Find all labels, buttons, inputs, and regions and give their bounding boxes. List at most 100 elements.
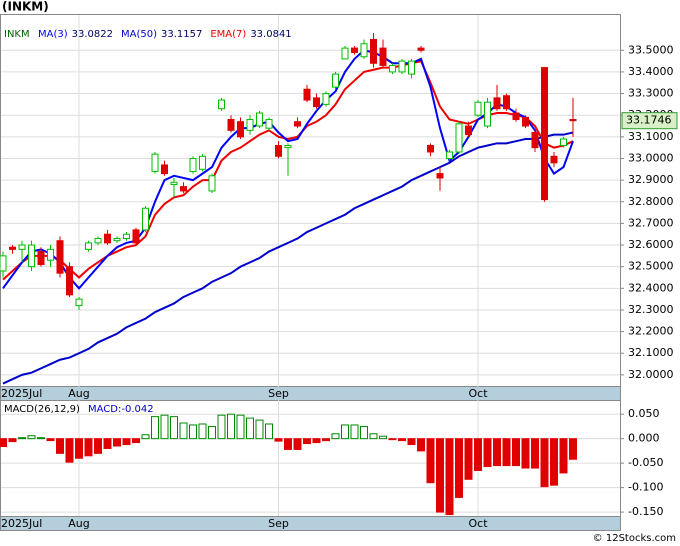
candle-body <box>512 112 520 121</box>
macd-bar <box>0 438 7 447</box>
candle-body <box>303 88 311 101</box>
candle-body <box>313 97 320 108</box>
candle-body <box>569 119 577 122</box>
candle-body <box>474 101 482 116</box>
macd-bar <box>369 433 378 440</box>
macd-bar <box>350 424 359 440</box>
candle-body <box>351 47 358 53</box>
y-tick-label: -0.050 <box>628 456 663 469</box>
legend-name: MA(50) <box>121 29 157 40</box>
y-tick-label: 32.0000 <box>628 368 674 381</box>
y-tick-label: 32.3000 <box>628 303 674 316</box>
candle-body <box>208 175 216 192</box>
line-series <box>2 49 574 290</box>
macd-bar <box>540 438 549 488</box>
candle-body <box>199 155 206 170</box>
x-tick-label: 2025Jul <box>1 387 42 400</box>
candle-body <box>151 153 159 172</box>
macd-bar <box>18 437 26 440</box>
line-series <box>2 131 574 385</box>
macd-bar <box>436 438 444 513</box>
watermark: © 12Stocks.com <box>593 533 676 544</box>
macd-bar <box>559 438 568 474</box>
macd-bar <box>274 438 283 442</box>
chart-title: (INKM) <box>2 0 49 14</box>
last-price-label: 33.1746 <box>626 114 672 127</box>
y-tick-label: 32.4000 <box>628 281 674 294</box>
candle-body <box>417 47 425 51</box>
y-tick-label: 33.3000 <box>628 87 674 100</box>
macd-bar <box>502 438 511 467</box>
legend-value: 33.1157 <box>161 29 202 40</box>
y-tick-label: 0.050 <box>628 407 660 420</box>
macd-bar <box>8 438 17 443</box>
candle-body <box>18 244 26 250</box>
candle-body <box>227 119 235 131</box>
macd-bar <box>360 425 368 440</box>
macd-bar <box>84 438 93 457</box>
x-tick-label: 2025Jul <box>1 517 42 530</box>
macd-bar <box>379 435 387 440</box>
y-tick-label: 33.1000 <box>628 130 674 143</box>
candle-body <box>9 246 16 250</box>
candle-body <box>218 99 225 110</box>
macd-bar <box>132 438 140 444</box>
macd-bar <box>474 438 482 471</box>
candle-body <box>446 151 453 159</box>
y-tick-label: 33.0000 <box>628 151 674 164</box>
macd-bar <box>65 438 74 463</box>
y-tick-label: -0.150 <box>628 505 663 518</box>
macd-bar <box>398 438 406 442</box>
macd-bar <box>341 424 349 440</box>
macd-bar <box>56 438 64 454</box>
candle-body <box>37 251 45 266</box>
candle-body <box>360 43 368 58</box>
macd-bar <box>122 438 131 446</box>
candle-body <box>465 125 472 136</box>
candle-body <box>427 144 434 153</box>
candle-body <box>341 47 349 60</box>
macd-bar <box>37 437 45 440</box>
last-price-box <box>621 112 678 130</box>
y-tick-label: 33.4000 <box>628 65 674 78</box>
macd-bar <box>284 438 292 450</box>
y-tick-label: 32.7000 <box>628 216 674 229</box>
y-tick-label: 32.6000 <box>628 238 674 251</box>
macd-bar <box>141 434 150 440</box>
macd-bar <box>417 438 425 452</box>
candle-body <box>256 112 263 127</box>
legend-value: 33.0841 <box>250 29 291 40</box>
candle-body <box>389 64 396 73</box>
candle-body <box>85 242 92 250</box>
macd-title: MACD(26,12,9) <box>4 404 80 415</box>
y-tick-label: 32.2000 <box>628 325 674 338</box>
candle-body <box>75 298 83 307</box>
macd-bar <box>113 438 121 447</box>
candle-body <box>455 123 463 153</box>
macd-bar <box>246 417 254 440</box>
candle-body <box>56 240 64 274</box>
candle-body <box>275 144 282 157</box>
candle-body <box>132 229 140 244</box>
macd-bar <box>46 438 55 442</box>
candle-body <box>28 244 35 268</box>
macd-bar <box>550 438 558 486</box>
candle-body <box>332 73 339 88</box>
x-axis-strip <box>0 516 621 531</box>
macd-bar <box>521 438 530 469</box>
macd-bar <box>217 414 226 440</box>
macd-bar <box>531 438 539 469</box>
candle-body <box>541 67 548 201</box>
candle-body <box>322 93 330 105</box>
y-tick-label: 32.5000 <box>628 260 674 273</box>
legend-symbol: INKM <box>4 29 30 40</box>
macd-bar <box>312 438 321 444</box>
candle-body <box>94 238 102 244</box>
candle-body <box>142 207 149 231</box>
candle-body <box>522 116 529 127</box>
macd-bar <box>94 438 102 454</box>
x-tick-label: Aug <box>68 387 89 400</box>
candle-body <box>66 266 73 296</box>
candle-body <box>180 186 187 192</box>
candle-body <box>0 255 7 272</box>
